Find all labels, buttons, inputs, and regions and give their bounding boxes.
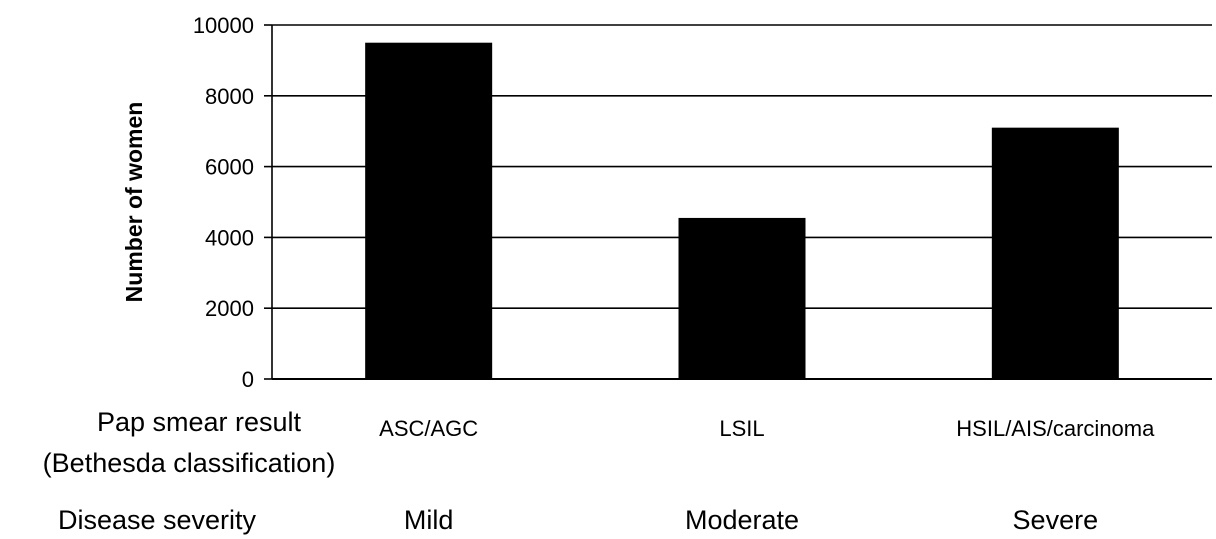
- category-labels: ASC/AGC LSIL HSIL/AIS/carcinoma: [379, 416, 1155, 441]
- axes: [264, 24, 1212, 380]
- category-row-label-line1: Pap smear result: [97, 407, 302, 437]
- category-row-label-line2: (Bethesda classification): [43, 448, 336, 478]
- y-tick-labels: 0 2000 4000 6000 8000 10000: [193, 13, 254, 392]
- x-category-label: HSIL/AIS/carcinoma: [956, 416, 1155, 441]
- bar-2: [991, 127, 1119, 379]
- y-tick-label: 6000: [205, 155, 254, 180]
- y-tick-label: 8000: [205, 84, 254, 109]
- severity-labels: Mild Moderate Severe: [404, 505, 1098, 535]
- y-tick-label: 2000: [205, 296, 254, 321]
- x-category-label: LSIL: [719, 416, 764, 441]
- bar-1: [678, 217, 806, 379]
- bars: [365, 42, 1119, 379]
- y-tick-label: 0: [242, 367, 254, 392]
- bar-0: [365, 42, 493, 379]
- y-axis-label: Number of women: [121, 102, 147, 303]
- y-tick-label: 10000: [193, 13, 254, 38]
- x-category-label: ASC/AGC: [379, 416, 478, 441]
- y-tick-label: 4000: [205, 225, 254, 250]
- severity-row-label: Disease severity: [58, 505, 257, 535]
- severity-label: Moderate: [685, 505, 799, 535]
- severity-label: Severe: [1013, 505, 1099, 535]
- severity-label: Mild: [404, 505, 454, 535]
